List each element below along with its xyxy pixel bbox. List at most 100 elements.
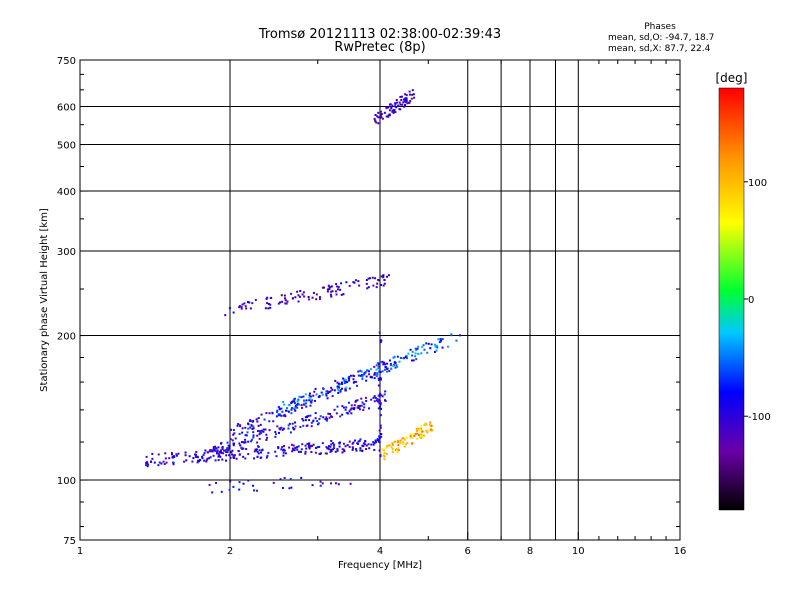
data-point xyxy=(153,461,156,464)
data-point xyxy=(358,408,361,411)
data-point xyxy=(360,404,363,407)
data-point xyxy=(331,290,334,293)
data-point xyxy=(246,301,249,304)
data-point xyxy=(392,450,395,453)
data-point xyxy=(308,392,311,395)
data-point xyxy=(164,457,167,460)
data-point xyxy=(379,283,382,286)
data-point xyxy=(299,450,302,453)
data-point xyxy=(424,423,427,426)
data-point xyxy=(320,391,323,394)
data-point xyxy=(380,115,383,118)
data-point xyxy=(398,108,401,111)
data-point xyxy=(249,307,252,310)
data-point xyxy=(293,408,296,411)
data-point xyxy=(383,393,386,396)
data-point xyxy=(365,448,368,451)
data-point xyxy=(296,448,299,451)
data-point xyxy=(394,366,397,369)
data-point xyxy=(292,444,295,447)
data-point xyxy=(383,282,386,285)
data-point xyxy=(300,448,303,451)
data-point xyxy=(275,433,278,436)
y-tick-label: 300 xyxy=(57,247,76,258)
data-point xyxy=(408,90,411,93)
data-point xyxy=(292,426,295,429)
data-point xyxy=(234,437,237,440)
data-point xyxy=(376,439,379,442)
data-point xyxy=(157,453,160,456)
data-point xyxy=(265,412,268,415)
data-point xyxy=(146,465,149,468)
data-point xyxy=(351,407,354,410)
data-point xyxy=(373,442,376,445)
data-point xyxy=(388,109,391,112)
data-point xyxy=(408,93,411,96)
data-point xyxy=(372,284,375,287)
data-point xyxy=(280,294,283,297)
data-point xyxy=(405,97,408,100)
data-point xyxy=(307,296,310,299)
data-point xyxy=(383,368,386,371)
data-point xyxy=(304,393,307,396)
data-point xyxy=(338,441,341,444)
data-point xyxy=(294,447,297,450)
data-point xyxy=(357,440,360,443)
data-point xyxy=(391,447,394,450)
data-point xyxy=(305,447,308,450)
data-point xyxy=(409,433,412,436)
data-point xyxy=(241,303,244,306)
data-point xyxy=(340,293,343,296)
data-point xyxy=(327,448,330,451)
data-point xyxy=(267,302,270,305)
data-point xyxy=(278,427,281,430)
data-point xyxy=(221,448,224,451)
data-point xyxy=(337,391,340,394)
data-point xyxy=(402,101,405,104)
data-point xyxy=(394,102,397,105)
data-point xyxy=(383,449,386,452)
data-point xyxy=(380,112,383,115)
data-point xyxy=(328,445,331,448)
data-point xyxy=(293,398,296,401)
data-point xyxy=(319,480,322,483)
data-point xyxy=(355,384,358,387)
data-point xyxy=(359,449,362,452)
data-point xyxy=(238,453,241,456)
data-point xyxy=(291,297,294,300)
data-point xyxy=(238,442,241,445)
data-point xyxy=(340,381,343,384)
x-tick-label: 1 xyxy=(77,546,83,557)
data-point xyxy=(407,352,410,355)
data-point xyxy=(352,374,355,377)
data-point xyxy=(217,446,220,449)
data-point xyxy=(283,449,286,452)
data-point xyxy=(315,293,318,296)
data-point xyxy=(385,107,388,110)
data-point xyxy=(375,286,378,289)
o-mode-stats: mean, sd,O: -94.7, 18.7 xyxy=(608,33,715,43)
data-point xyxy=(352,441,355,444)
data-point xyxy=(272,420,275,423)
data-point xyxy=(175,453,178,456)
x-tick-label: 6 xyxy=(465,546,471,557)
data-point xyxy=(225,450,228,453)
data-point xyxy=(367,443,370,446)
data-point xyxy=(391,442,394,445)
data-point xyxy=(331,388,334,391)
data-point xyxy=(244,426,247,429)
data-point xyxy=(188,455,191,458)
data-point xyxy=(378,331,381,334)
data-point xyxy=(255,449,258,452)
data-point xyxy=(382,274,385,277)
y-tick-label: 75 xyxy=(63,536,76,547)
data-point xyxy=(431,429,434,432)
data-point xyxy=(299,290,302,293)
data-point xyxy=(397,448,400,451)
data-point xyxy=(330,448,333,451)
data-point xyxy=(367,370,370,373)
data-point xyxy=(378,449,381,452)
data-point xyxy=(381,360,384,363)
data-point xyxy=(379,377,382,380)
data-point xyxy=(378,370,381,373)
